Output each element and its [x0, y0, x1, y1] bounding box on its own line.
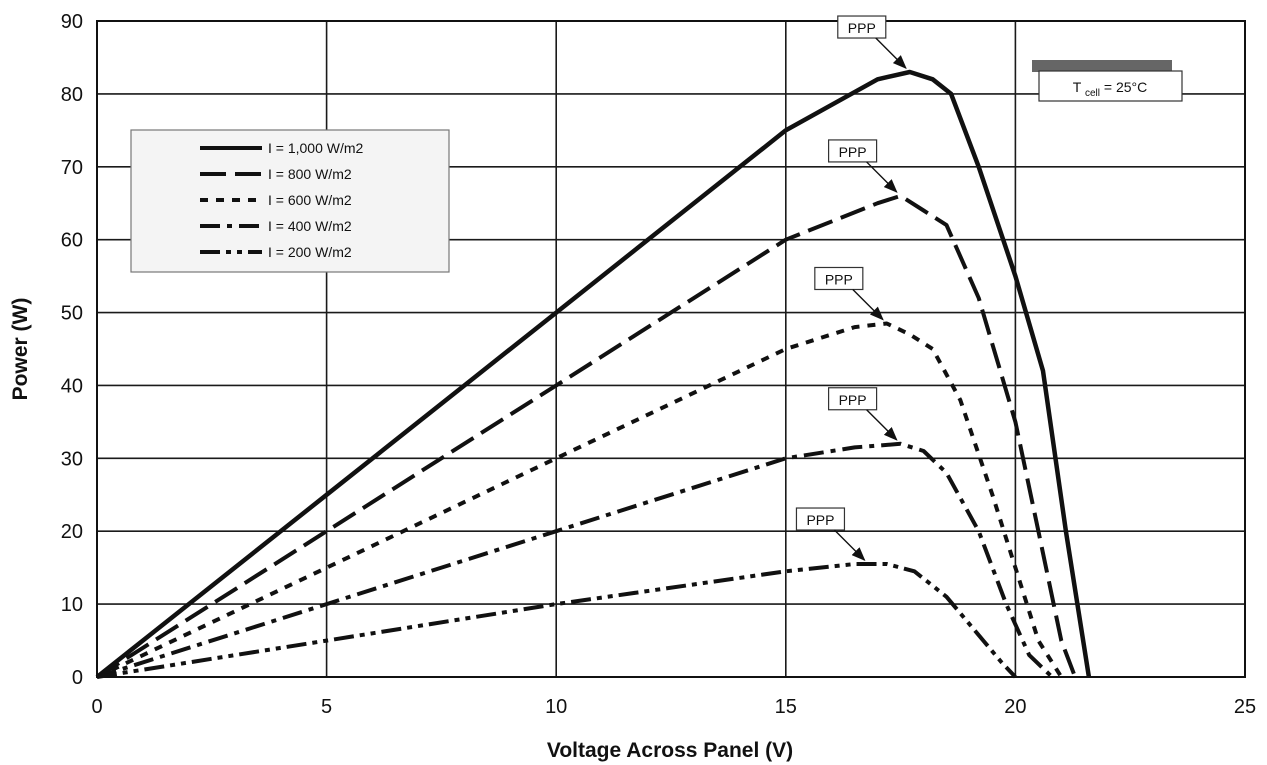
- ppp-label-box: [814, 266, 864, 291]
- series-line-4: [96, 441, 1054, 679]
- ppp-label-box: [827, 139, 878, 163]
- ppp-label-box: [837, 15, 887, 39]
- y-axis-title: Power (W): [9, 298, 32, 401]
- y-tick-label: 80: [61, 84, 83, 106]
- series-line-2: [95, 193, 1077, 679]
- tick-labels: 0 5 10 15 20 25 0 10 20 30 40 50 60 70 80 90: [61, 11, 1256, 718]
- series-line-1: [95, 69, 1092, 679]
- y-tick-label: 30: [61, 448, 83, 470]
- x-tick-label: 25: [1234, 696, 1256, 718]
- legend-label: I = 600 W/m2: [268, 192, 352, 208]
- ppp-label-box: [827, 387, 878, 411]
- ppp-label: PPP: [806, 512, 834, 528]
- cell-temperature-label: T cell = 25°C: [1032, 60, 1183, 102]
- y-tick-label: 40: [61, 375, 83, 397]
- x-tick-label: 20: [1004, 696, 1026, 718]
- cell-temperature-sub: cell: [1085, 88, 1100, 99]
- x-tick-label: 0: [91, 696, 102, 718]
- plot-frame: [96, 20, 1246, 678]
- ppp-label: PPP: [839, 144, 867, 160]
- ppp-arrow: [866, 161, 898, 193]
- cell-temperature-rest: = 25°C: [1104, 79, 1147, 95]
- series-line-3: [96, 321, 1063, 679]
- grid-lines: [96, 20, 1246, 678]
- legend-label: I = 1,000 W/m2: [268, 140, 364, 156]
- y-tick-label: 0: [72, 667, 83, 689]
- ppp-arrow: [852, 288, 884, 321]
- y-tick-label: 60: [61, 230, 83, 252]
- series-line-5: [96, 562, 1017, 679]
- cell-temperature-shadow: [1032, 60, 1172, 72]
- x-tick-label: 15: [775, 696, 797, 718]
- x-tick-label: 10: [545, 696, 567, 718]
- y-tick-label: 70: [61, 157, 83, 179]
- ppp-arrow: [866, 409, 898, 441]
- ppp-label: PPP: [848, 20, 876, 36]
- y-tick-label: 50: [61, 303, 83, 325]
- x-axis-title: Voltage Across Panel (V): [547, 739, 793, 762]
- ppp-label: PPP: [825, 271, 853, 287]
- y-tick-label: 10: [61, 594, 83, 616]
- ppp-annotations: PPP PPP PPP PPP PPP: [795, 15, 907, 562]
- series-lines: [95, 69, 1092, 679]
- legend-box: [130, 129, 450, 273]
- legend: I = 1,000 W/m2 I = 800 W/m2 I = 600 W/m2 I …: [130, 129, 450, 273]
- cell-temperature-main: T: [1073, 79, 1082, 95]
- legend-label: I = 200 W/m2: [268, 244, 352, 260]
- ppp-label-box: [795, 507, 846, 531]
- legend-label: I = 800 W/m2: [268, 166, 352, 182]
- y-tick-label: 20: [61, 521, 83, 543]
- x-tick-label: 5: [321, 696, 332, 718]
- y-tick-label: 90: [61, 11, 83, 33]
- cell-temperature-box: [1038, 70, 1183, 102]
- legend-label: I = 400 W/m2: [268, 218, 352, 234]
- ppp-arrow: [875, 37, 907, 70]
- ppp-arrow: [833, 529, 866, 562]
- cell-temperature-text: T cell = 25°C: [1073, 79, 1147, 99]
- ppp-label: PPP: [839, 392, 867, 408]
